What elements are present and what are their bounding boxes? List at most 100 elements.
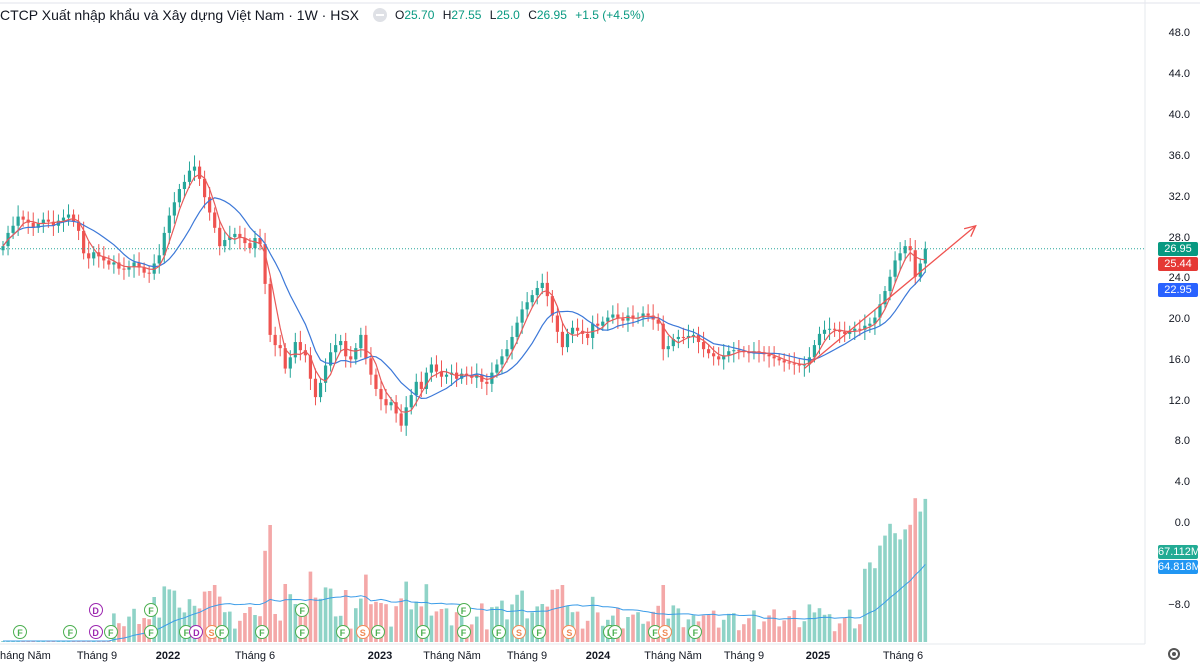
time-label: Tháng 9 <box>506 650 548 662</box>
candle-body <box>515 322 519 337</box>
candle-body <box>177 189 181 203</box>
volume-bar <box>449 625 454 642</box>
settings-gear-icon[interactable] <box>1168 648 1180 660</box>
candle-body <box>248 243 252 249</box>
candle-body <box>863 325 867 330</box>
volume-bar <box>580 628 585 642</box>
candle-body <box>611 314 615 318</box>
candle-body <box>475 374 479 378</box>
candle-body <box>631 315 635 319</box>
candle-body <box>500 356 504 365</box>
event-d-marker[interactable]: D <box>189 625 204 639</box>
candle-body <box>122 268 126 270</box>
candle-body <box>616 314 620 319</box>
candle-body <box>107 260 111 265</box>
legend-header: CTCP Xuất nhập khẩu và Xây dựng Việt Nam… <box>0 4 645 26</box>
event-f-marker[interactable]: F <box>416 625 431 639</box>
candle-body <box>127 266 131 270</box>
volume-bar <box>616 607 620 642</box>
time-label: 2025 <box>805 650 831 662</box>
event-d-marker[interactable]: D <box>88 603 103 617</box>
volume-bar <box>167 589 172 642</box>
volume-bar <box>374 601 378 642</box>
candle-body <box>187 170 192 182</box>
hide-series-eye-icon[interactable] <box>373 8 388 22</box>
ma-slow-line <box>2 197 926 400</box>
candle-body <box>354 348 358 360</box>
open-value: 25.70 <box>404 8 435 22</box>
event-f-marker[interactable]: F <box>295 625 310 639</box>
volume-bar <box>762 621 766 642</box>
candle-body <box>545 282 549 297</box>
candle-body <box>732 350 736 352</box>
volume-bar <box>454 612 459 642</box>
volume-bar <box>550 589 555 642</box>
volume-bar <box>434 611 439 642</box>
symbol-title[interactable]: CTCP Xuất nhập khẩu và Xây dựng Việt Nam… <box>0 7 360 23</box>
volume-bar <box>676 608 681 642</box>
candle-body <box>737 350 741 352</box>
event-s-marker[interactable]: S <box>658 625 673 639</box>
volume-bar <box>157 617 162 642</box>
event-f-marker[interactable]: F <box>491 625 506 639</box>
candle-body <box>182 181 187 190</box>
candle-body <box>66 214 71 218</box>
volume-bar <box>641 623 645 642</box>
candle-body <box>883 291 887 305</box>
event-f-marker[interactable]: F <box>456 603 471 617</box>
event-s-marker[interactable]: S <box>355 625 370 639</box>
candle-body <box>243 238 247 244</box>
event-f-marker[interactable]: F <box>456 625 471 639</box>
event-f-marker[interactable]: F <box>335 625 350 639</box>
candle-body <box>329 352 333 366</box>
volume-bar <box>737 630 741 642</box>
volume-bar <box>636 612 640 642</box>
candle-body <box>747 352 751 354</box>
candle-body <box>434 364 439 372</box>
event-f-marker[interactable]: F <box>214 625 229 639</box>
candle-body <box>460 373 464 379</box>
event-f-marker[interactable]: F <box>63 625 78 639</box>
volume-bar <box>852 628 857 642</box>
candle-body <box>555 315 559 332</box>
event-f-marker[interactable]: F <box>295 603 310 617</box>
event-d-marker[interactable]: D <box>88 625 103 639</box>
volume-bar <box>399 598 403 642</box>
event-f-marker[interactable]: F <box>144 603 159 617</box>
event-f-marker[interactable]: F <box>688 625 703 639</box>
volume-bar <box>812 612 817 642</box>
volume-bar <box>217 596 222 642</box>
event-f-marker[interactable]: F <box>13 625 27 639</box>
event-f-marker[interactable]: F <box>254 625 269 639</box>
volume-bar <box>248 607 252 642</box>
close-value: 26.95 <box>536 8 567 22</box>
event-f-marker[interactable]: F <box>532 625 547 639</box>
volume-bar <box>293 604 298 642</box>
event-f-marker[interactable]: F <box>103 625 118 639</box>
candle-body <box>349 356 353 360</box>
candle-body <box>369 358 373 375</box>
volume-bar <box>540 604 545 642</box>
candle-body <box>661 323 665 350</box>
volume-bar <box>288 594 293 642</box>
candle-body <box>565 333 570 348</box>
candle-body <box>812 345 817 358</box>
volume-bar <box>318 598 323 642</box>
candle-body <box>626 315 630 321</box>
candle-body <box>681 336 685 338</box>
volume-bar <box>631 614 635 642</box>
volume-bar <box>732 613 736 642</box>
event-s-marker[interactable]: S <box>562 625 577 639</box>
time-label: 2022 <box>155 650 181 662</box>
low-value: 25.0 <box>496 8 520 22</box>
event-s-marker[interactable]: S <box>511 625 526 639</box>
event-f-marker[interactable]: F <box>607 625 622 639</box>
candle-body <box>833 328 837 330</box>
event-f-marker[interactable]: F <box>370 625 385 639</box>
volume-bar <box>858 624 862 642</box>
volume-bar <box>802 621 807 642</box>
volume-bar <box>429 615 434 642</box>
candle-body <box>389 402 393 406</box>
event-f-marker[interactable]: F <box>144 625 159 639</box>
